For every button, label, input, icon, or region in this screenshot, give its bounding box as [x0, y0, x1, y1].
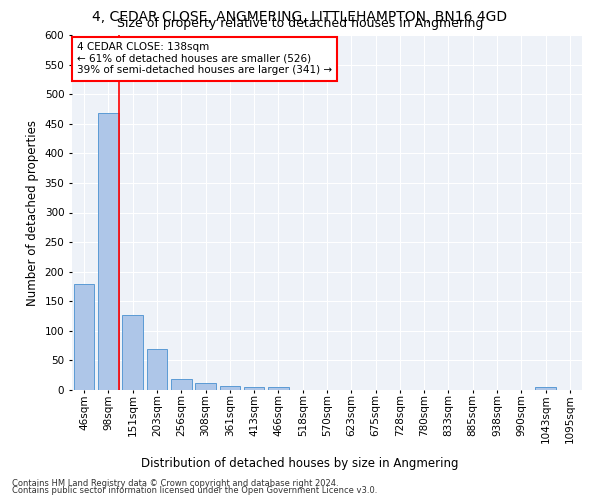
- Bar: [220, 386, 240, 390]
- Text: Distribution of detached houses by size in Angmering: Distribution of detached houses by size …: [141, 458, 459, 470]
- Bar: [244, 387, 265, 390]
- Bar: [268, 387, 289, 390]
- Bar: [535, 387, 556, 390]
- Bar: [146, 348, 167, 390]
- Bar: [195, 384, 216, 390]
- Bar: [171, 380, 191, 390]
- Y-axis label: Number of detached properties: Number of detached properties: [26, 120, 39, 306]
- Text: Size of property relative to detached houses in Angmering: Size of property relative to detached ho…: [117, 18, 483, 30]
- Text: Contains HM Land Registry data © Crown copyright and database right 2024.: Contains HM Land Registry data © Crown c…: [12, 478, 338, 488]
- Bar: [74, 284, 94, 390]
- Bar: [122, 316, 143, 390]
- Text: 4 CEDAR CLOSE: 138sqm
← 61% of detached houses are smaller (526)
39% of semi-det: 4 CEDAR CLOSE: 138sqm ← 61% of detached …: [77, 42, 332, 76]
- Text: Contains public sector information licensed under the Open Government Licence v3: Contains public sector information licen…: [12, 486, 377, 495]
- Bar: [98, 113, 119, 390]
- Text: 4, CEDAR CLOSE, ANGMERING, LITTLEHAMPTON, BN16 4GD: 4, CEDAR CLOSE, ANGMERING, LITTLEHAMPTON…: [92, 10, 508, 24]
